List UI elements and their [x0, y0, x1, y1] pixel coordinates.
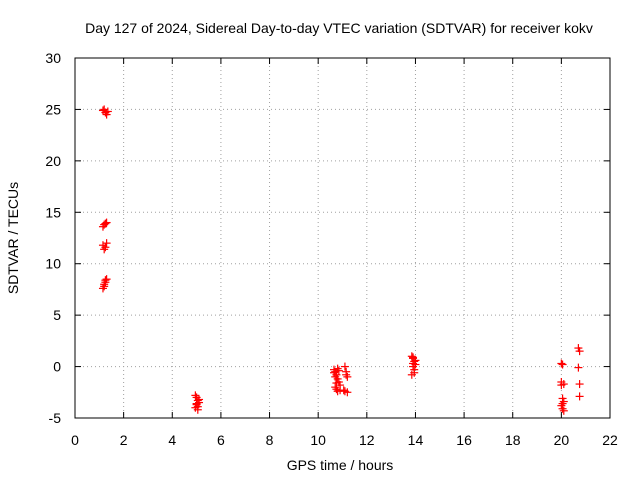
data-point: [329, 368, 338, 377]
data-point: [331, 383, 340, 392]
data-point: [557, 378, 566, 386]
data-point: [102, 275, 111, 284]
y-tick-label: 5: [53, 307, 61, 323]
data-point: [332, 379, 341, 388]
data-point: [557, 359, 566, 368]
data-point: [102, 218, 111, 227]
x-tick-label: 20: [554, 432, 570, 448]
data-point: [98, 284, 107, 293]
y-tick-label: 30: [45, 50, 61, 66]
data-point: [100, 245, 109, 254]
data-point: [101, 219, 110, 228]
data-point: [100, 282, 109, 291]
plot-frame: [74, 57, 611, 419]
y-tick-label: 25: [45, 101, 61, 117]
y-tick-label: 20: [45, 153, 61, 169]
x-axis-label: GPS time / hours: [287, 457, 394, 473]
x-tick-label: 2: [120, 432, 128, 448]
data-point: [409, 353, 418, 362]
data-point: [575, 392, 584, 401]
y-tick-label: 0: [53, 359, 61, 375]
data-point: [559, 397, 568, 406]
data-point: [103, 107, 112, 116]
x-tick-label: 14: [408, 432, 424, 448]
data-point: [343, 372, 352, 381]
data-point: [574, 363, 583, 372]
data-point: [558, 360, 567, 369]
x-tick-label: 4: [168, 432, 176, 448]
x-tick-label: 6: [217, 432, 225, 448]
x-tick-label: 22: [602, 432, 618, 448]
data-point: [193, 405, 202, 414]
data-point: [191, 391, 200, 400]
x-tick-label: 18: [505, 432, 521, 448]
data-point: [340, 362, 349, 371]
data-point: [575, 347, 584, 356]
data-point: [410, 368, 419, 377]
data-point: [339, 386, 348, 395]
data-point: [342, 370, 351, 379]
data-point: [559, 406, 568, 415]
data-point: [558, 399, 567, 408]
x-tick-label: 16: [456, 432, 472, 448]
y-tick-label: 10: [45, 256, 61, 272]
x-tick-label: 8: [266, 432, 274, 448]
data-point: [343, 388, 352, 397]
y-axis-label: SDTVAR / TECUs: [5, 182, 21, 294]
data-point: [334, 366, 343, 375]
y-tick-label: 15: [45, 204, 61, 220]
data-point: [102, 239, 111, 248]
data-point: [333, 364, 342, 373]
chart-title: Day 127 of 2024, Sidereal Day-to-day VTE…: [85, 20, 593, 36]
x-tick-label: 0: [71, 432, 79, 448]
data-point: [331, 372, 340, 381]
data-point: [195, 395, 204, 404]
x-tick-label: 10: [310, 432, 326, 448]
axes: 0 2 4 6 8 10 12 14 16 18 20 22 -5 0 5 10 15 20 25 30: [45, 50, 618, 448]
data-points: [98, 105, 584, 415]
data-point: [98, 241, 107, 250]
data-point: [575, 380, 584, 389]
grid: [75, 58, 610, 418]
data-point: [407, 352, 416, 361]
data-point: [192, 399, 201, 408]
x-tick-label: 12: [359, 432, 375, 448]
y-tick-label: -5: [49, 410, 62, 426]
